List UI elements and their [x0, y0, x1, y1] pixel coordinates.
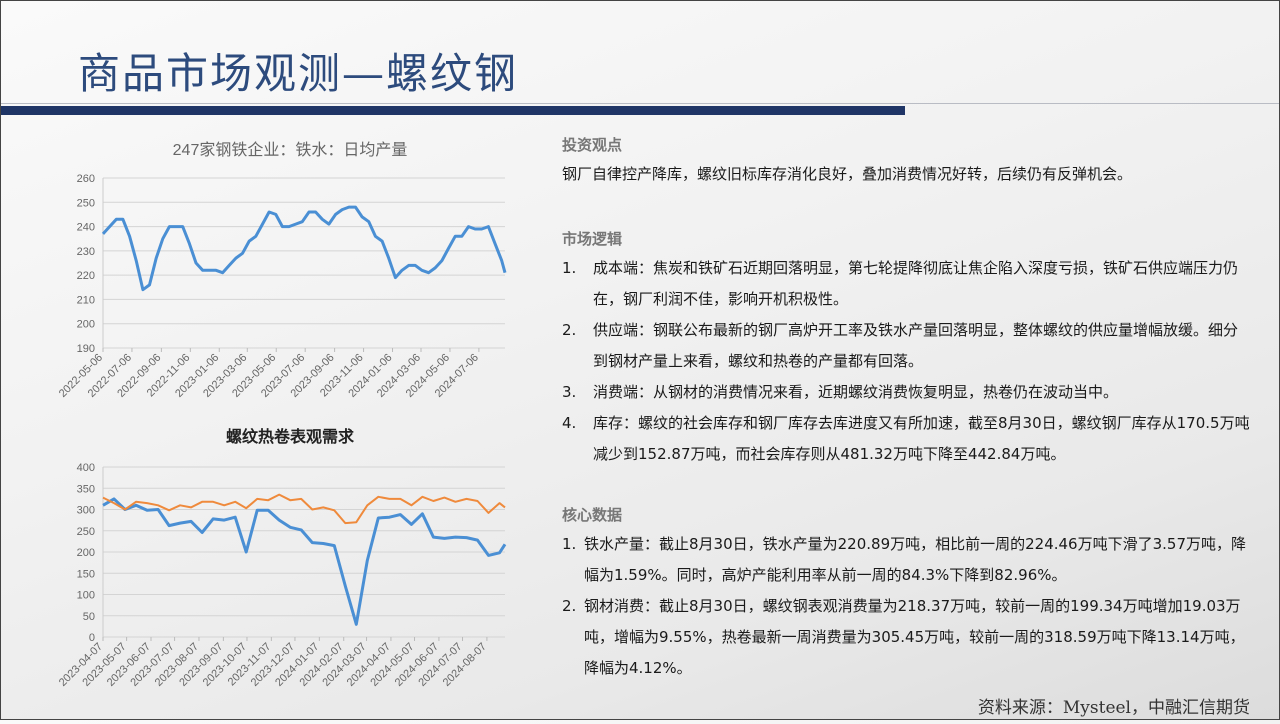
- y-tick-label: 250: [77, 526, 95, 538]
- chart-title: 247家钢铁企业：铁水：日均产量: [173, 141, 408, 159]
- y-tick-label: 100: [77, 590, 95, 602]
- item-text: 库存：螺纹的社会库存和钢厂库存去库进度又有所加速，截至8月30日，螺纹钢厂库存从…: [593, 414, 1250, 463]
- y-tick-label: 300: [77, 505, 95, 517]
- y-tick-label: 250: [77, 197, 95, 209]
- y-tick-label: 220: [77, 270, 95, 282]
- view-heading: 投资观点: [562, 136, 623, 154]
- list-item: 4. 库存：螺纹的社会库存和钢厂库存去库进度又有所加速，截至8月30日，螺纹钢厂库…: [562, 408, 1252, 470]
- item-text: 消费端：从钢材的消费情况来看，近期螺纹消费恢复明显，热卷仍在波动当中。: [593, 383, 1119, 401]
- series-line-1: [102, 493, 506, 525]
- list-item: 2. 钢材消费：截止8月30日，螺纹钢表观消费量为218.37万吨，较前一周的19…: [562, 591, 1252, 684]
- y-tick-label: 210: [77, 294, 95, 306]
- y-tick-label: 350: [77, 483, 95, 495]
- item-text: 成本端：焦炭和铁矿石近期回落明显，第七轮提降彻底让焦企陷入深度亏损，铁矿石供应端…: [593, 259, 1239, 308]
- chart-title: 螺纹热卷表观需求: [226, 427, 355, 446]
- logic-list: 1. 成本端：焦炭和铁矿石近期回落明显，第七轮提降彻底让焦企陷入深度亏损，铁矿石供…: [562, 253, 1252, 470]
- y-tick-label: 230: [77, 246, 95, 258]
- item-number: 2.: [562, 597, 577, 615]
- item-text: 供应端：钢联公布最新的钢厂高炉开工率及铁水产量回落明显，整体螺纹的供应量增幅放缓…: [593, 321, 1239, 370]
- series-line-0: [102, 497, 507, 626]
- list-item: 1. 成本端：焦炭和铁矿石近期回落明显，第七轮提降彻底让焦企陷入深度亏损，铁矿石供…: [562, 253, 1252, 315]
- y-tick-label: 190: [77, 343, 95, 355]
- chart-svg: 螺纹热卷表观需求0501001502002503003504002023-04-…: [57, 427, 507, 689]
- list-item: 3. 消费端：从钢材的消费情况来看，近期螺纹消费恢复明显，热卷仍在波动当中。: [562, 377, 1252, 408]
- chart-svg: 247家钢铁企业：铁水：日均产量 190 200 210 220 230 240 250 260…: [57, 141, 507, 400]
- source-note: 资料来源：Mysteel，中融汇信期货: [977, 698, 1250, 718]
- header-bar: [0, 106, 905, 115]
- item-number: 1.: [562, 259, 577, 277]
- page-title: 商品市场观测—螺纹钢: [78, 49, 519, 98]
- y-tick-label: 260: [77, 173, 95, 185]
- item-number: 4.: [562, 414, 577, 432]
- chart-rebar-hrc-demand: 螺纹热卷表观需求 0 50 100 150 200 250 300 350 400 2023-04-…: [50, 420, 530, 720]
- list-item: 1. 铁水产量：截止8月30日，铁水产量为220.89万吨，相比前一周的224.4…: [562, 529, 1252, 591]
- y-tick-label: 240: [77, 222, 95, 234]
- core-heading: 核心数据: [562, 506, 623, 524]
- y-tick-label: 200: [77, 319, 95, 331]
- header-line: [0, 103, 1280, 104]
- y-tick-label: 150: [77, 568, 95, 580]
- item-number: 1.: [562, 535, 577, 553]
- view-text: 钢厂自律控产降库，螺纹旧标库存消化良好，叠加消费情况好转，后续仍有反弹机会。: [562, 165, 1133, 183]
- y-tick-label: 0: [89, 632, 95, 644]
- chart-hot-metal-output: 247家钢铁企业：铁水：日均产量 190 200 210 220 230 240 250 260…: [50, 128, 530, 410]
- logic-heading: 市场逻辑: [562, 230, 623, 248]
- y-tick-label: 50: [83, 611, 95, 623]
- y-tick-label: 200: [77, 547, 95, 559]
- y-tick-label: 400: [77, 462, 95, 474]
- text-panel: 投资观点 钢厂自律控产降库，螺纹旧标库存消化良好，叠加消费情况好转，后续仍有反弹…: [562, 134, 1252, 684]
- item-text: 钢材消费：截止8月30日，螺纹钢表观消费量为218.37万吨，较前一周的199.…: [584, 597, 1245, 677]
- list-item: 2. 供应端：钢联公布最新的钢厂高炉开工率及铁水产量回落明显，整体螺纹的供应量增幅…: [562, 315, 1252, 377]
- item-number: 2.: [562, 321, 577, 339]
- series-line-0: [101, 205, 507, 292]
- item-number: 3.: [562, 383, 577, 401]
- item-text: 铁水产量：截止8月30日，铁水产量为220.89万吨，相比前一周的224.46万…: [584, 535, 1247, 584]
- core-list: 1. 铁水产量：截止8月30日，铁水产量为220.89万吨，相比前一周的224.4…: [562, 529, 1252, 684]
